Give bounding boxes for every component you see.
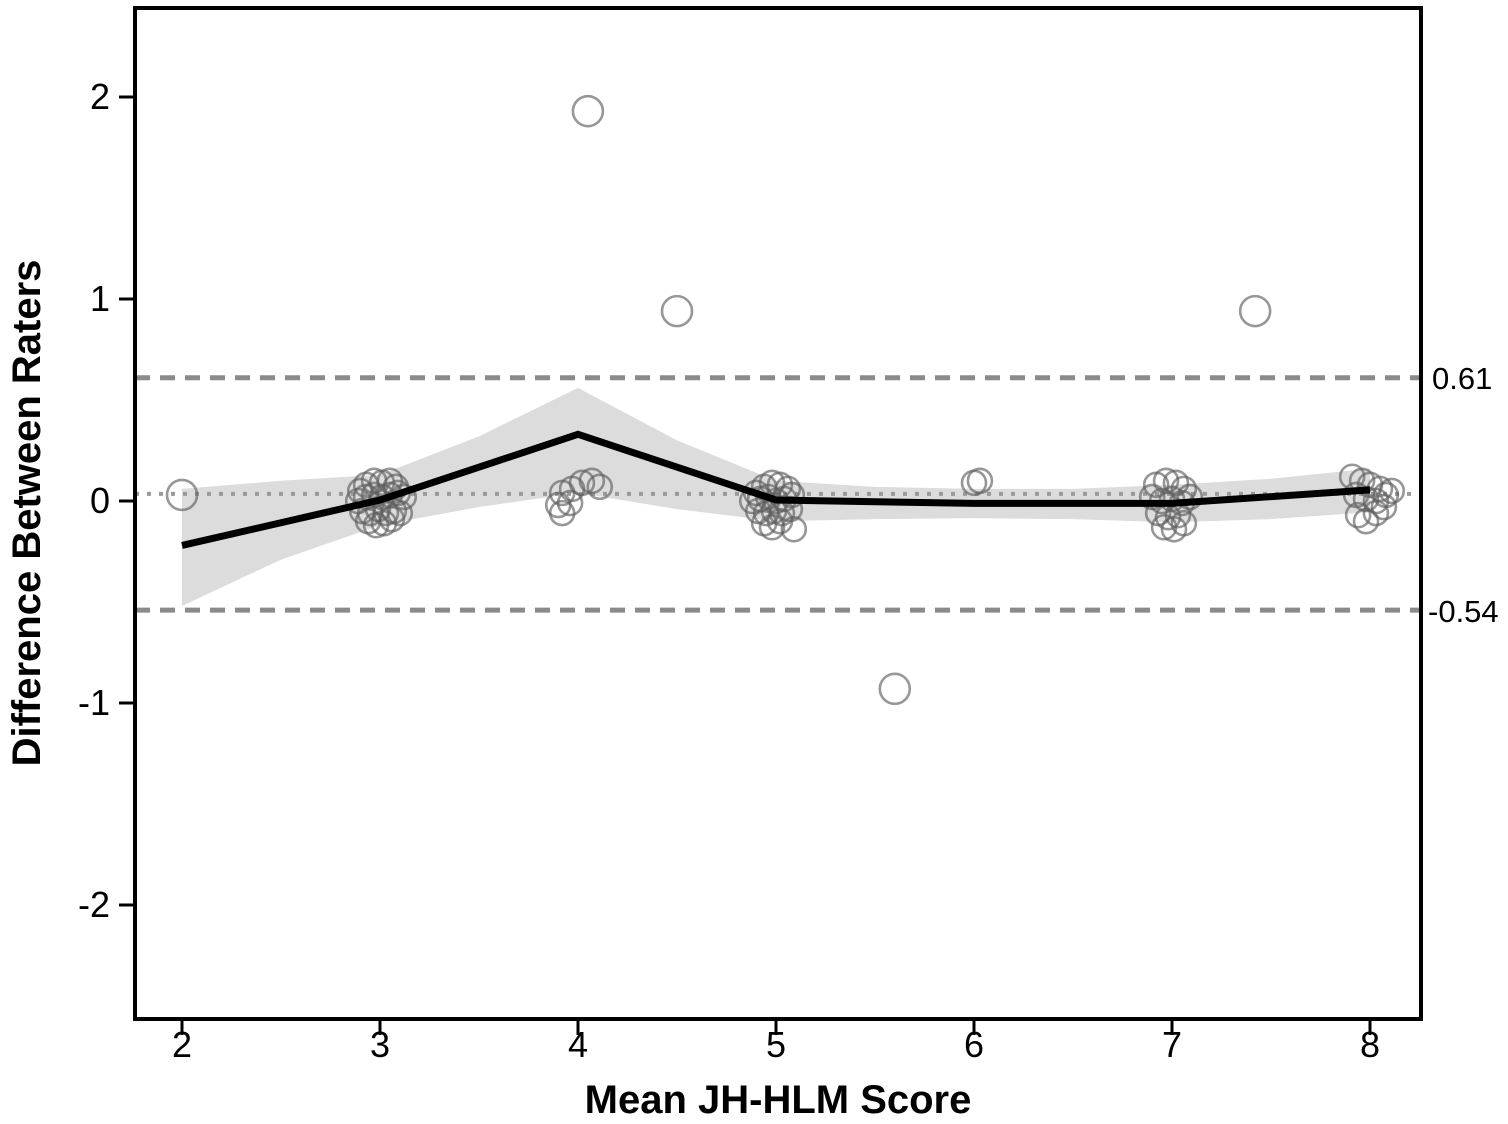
data-point [1176, 483, 1204, 511]
y-axis-title: Difference Between Raters [5, 260, 49, 767]
x-axis-title: Mean JH-HLM Score [585, 1078, 972, 1122]
lower-loa-label: -0.54 [1428, 594, 1499, 629]
data-point [578, 467, 606, 495]
data-points-layer [165, 94, 1406, 706]
reference-lines-layer [135, 375, 1421, 613]
data-point [660, 294, 694, 328]
data-point [1150, 513, 1178, 541]
y-tick-label: 0 [90, 480, 110, 521]
data-point [1344, 501, 1372, 529]
data-point [1378, 477, 1406, 505]
upper-loa-label: 0.61 [1432, 361, 1492, 396]
data-point [1152, 467, 1180, 495]
data-point [758, 513, 786, 541]
loess-line-layer [181, 430, 1371, 549]
data-point [165, 478, 199, 512]
data-point [1162, 469, 1190, 497]
x-tick-label: 7 [1162, 1024, 1182, 1065]
plot-border [133, 6, 1423, 1021]
x-tick-label: 5 [766, 1024, 786, 1065]
y-tick-label: 1 [90, 278, 110, 319]
y-tick-label: 2 [90, 76, 110, 117]
x-tick-label: 2 [172, 1024, 192, 1065]
data-point [1170, 509, 1198, 537]
data-point [378, 505, 406, 533]
data-point [766, 507, 794, 535]
data-point [586, 473, 614, 501]
data-point [1238, 294, 1272, 328]
data-point [780, 515, 808, 543]
y-tick-label: -1 [78, 682, 110, 723]
data-point [556, 489, 584, 517]
x-tick-label: 8 [1360, 1024, 1380, 1065]
data-point [1352, 507, 1380, 535]
data-point [1362, 499, 1390, 527]
data-point [386, 499, 414, 527]
loess-line [181, 430, 1371, 549]
axis-ticks-layer: 2 3 4 5 6 7 8 -2 -1 0 1 2 [78, 76, 1380, 1065]
data-point [966, 467, 994, 495]
data-point [878, 672, 912, 706]
data-point [571, 94, 605, 128]
x-tick-label: 3 [370, 1024, 390, 1065]
x-tick-label: 4 [568, 1024, 588, 1065]
data-point [1370, 493, 1398, 521]
data-point [568, 469, 596, 497]
x-tick-label: 6 [964, 1024, 984, 1065]
y-tick-label: -2 [78, 884, 110, 925]
